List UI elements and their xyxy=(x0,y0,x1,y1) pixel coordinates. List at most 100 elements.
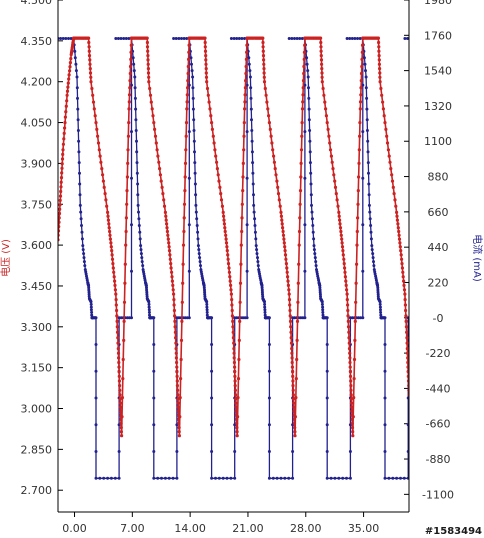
current-point xyxy=(311,230,315,234)
voltage-point xyxy=(291,384,295,388)
current-point xyxy=(421,56,424,59)
current-point xyxy=(300,37,304,40)
voltage-point xyxy=(291,370,295,374)
current-point xyxy=(419,316,422,319)
current-point xyxy=(383,423,387,427)
current-point xyxy=(303,269,307,273)
voltage-point xyxy=(377,49,381,53)
current-point xyxy=(378,302,382,306)
voltage-point xyxy=(290,360,294,365)
voltage-point xyxy=(288,314,292,318)
current-point xyxy=(76,118,80,122)
current-point xyxy=(134,118,138,122)
voltage-point xyxy=(268,127,272,131)
current-point xyxy=(89,302,93,306)
voltage-point xyxy=(153,127,157,131)
voltage-point xyxy=(122,338,126,342)
current-point xyxy=(133,75,137,79)
current-point xyxy=(205,302,209,306)
voltage-point xyxy=(261,36,265,40)
current-point xyxy=(221,476,225,480)
voltage-point xyxy=(58,198,62,202)
current-point xyxy=(434,291,437,294)
voltage-point xyxy=(347,341,351,345)
voltage-point xyxy=(405,330,409,334)
voltage-point xyxy=(176,393,180,397)
voltage-point xyxy=(319,40,323,45)
voltage-point xyxy=(350,405,354,409)
current-point xyxy=(145,290,149,294)
voltage-point xyxy=(150,107,154,111)
voltage-point xyxy=(383,121,387,125)
current-point xyxy=(420,43,423,46)
voltage-point xyxy=(110,257,115,261)
voltage-point xyxy=(185,100,189,104)
voltage-point xyxy=(324,114,328,118)
voltage-point xyxy=(226,262,231,266)
voltage-point xyxy=(172,298,176,302)
voltage-point xyxy=(147,75,151,79)
voltage-point xyxy=(88,62,92,66)
voltage-point xyxy=(116,347,120,351)
current-point xyxy=(187,130,191,134)
current-point xyxy=(367,171,370,175)
current-point xyxy=(82,252,86,256)
current-point xyxy=(90,313,94,317)
voltage-point xyxy=(335,198,339,202)
current-point xyxy=(87,286,91,290)
current-point xyxy=(139,244,143,248)
x-tick-label: 28.00 xyxy=(290,522,322,535)
voltage-point xyxy=(297,229,302,234)
voltage-point xyxy=(233,379,237,383)
left-axis-ticks: 2.700 2.850 3.000 3.150 3.300 3.450 3.600 3.750… xyxy=(21,0,63,497)
voltage-point xyxy=(119,426,123,430)
voltage-point xyxy=(388,160,392,164)
voltage-point xyxy=(63,126,67,130)
current-point xyxy=(457,477,460,480)
current-point xyxy=(135,150,139,154)
voltage-point xyxy=(299,175,303,179)
voltage-point xyxy=(291,379,295,383)
current-point xyxy=(127,37,131,40)
current-point xyxy=(229,476,233,480)
current-point xyxy=(147,310,151,314)
current-point xyxy=(376,290,380,294)
current-point xyxy=(436,300,439,303)
voltage-point xyxy=(295,357,299,362)
current-point xyxy=(306,75,310,79)
voltage-point xyxy=(64,110,68,114)
current-point xyxy=(477,37,480,40)
voltage-point xyxy=(167,245,171,249)
current-point xyxy=(475,316,478,319)
current-point xyxy=(252,203,256,207)
current-point xyxy=(325,396,329,400)
current-point xyxy=(193,182,197,186)
voltage-point xyxy=(175,360,179,365)
current-point xyxy=(267,423,271,427)
voltage-point xyxy=(234,409,238,413)
voltage-point xyxy=(263,86,267,91)
current-point xyxy=(399,476,402,480)
current-point xyxy=(80,224,83,227)
current-point xyxy=(196,244,200,248)
current-point xyxy=(64,37,68,40)
voltage-point xyxy=(225,249,229,253)
current-point xyxy=(305,62,309,66)
voltage-point xyxy=(205,86,210,91)
current-point xyxy=(94,450,98,453)
voltage-point xyxy=(352,357,357,362)
watermark: #1583494 xyxy=(425,526,482,537)
voltage-point xyxy=(298,189,303,193)
current-point xyxy=(441,343,444,346)
voltage-point xyxy=(243,107,247,111)
current-point xyxy=(368,217,372,221)
current-point xyxy=(136,203,140,207)
current-point xyxy=(147,305,151,309)
voltage-point xyxy=(120,396,124,400)
x-axis-ticks: 0.00 7.00 14.00 21.00 28.00 35.00 xyxy=(62,512,379,535)
voltage-point xyxy=(121,357,125,362)
voltage-point xyxy=(238,300,242,304)
voltage-point xyxy=(187,43,191,47)
voltage-point xyxy=(404,308,408,313)
current-point xyxy=(248,75,252,79)
